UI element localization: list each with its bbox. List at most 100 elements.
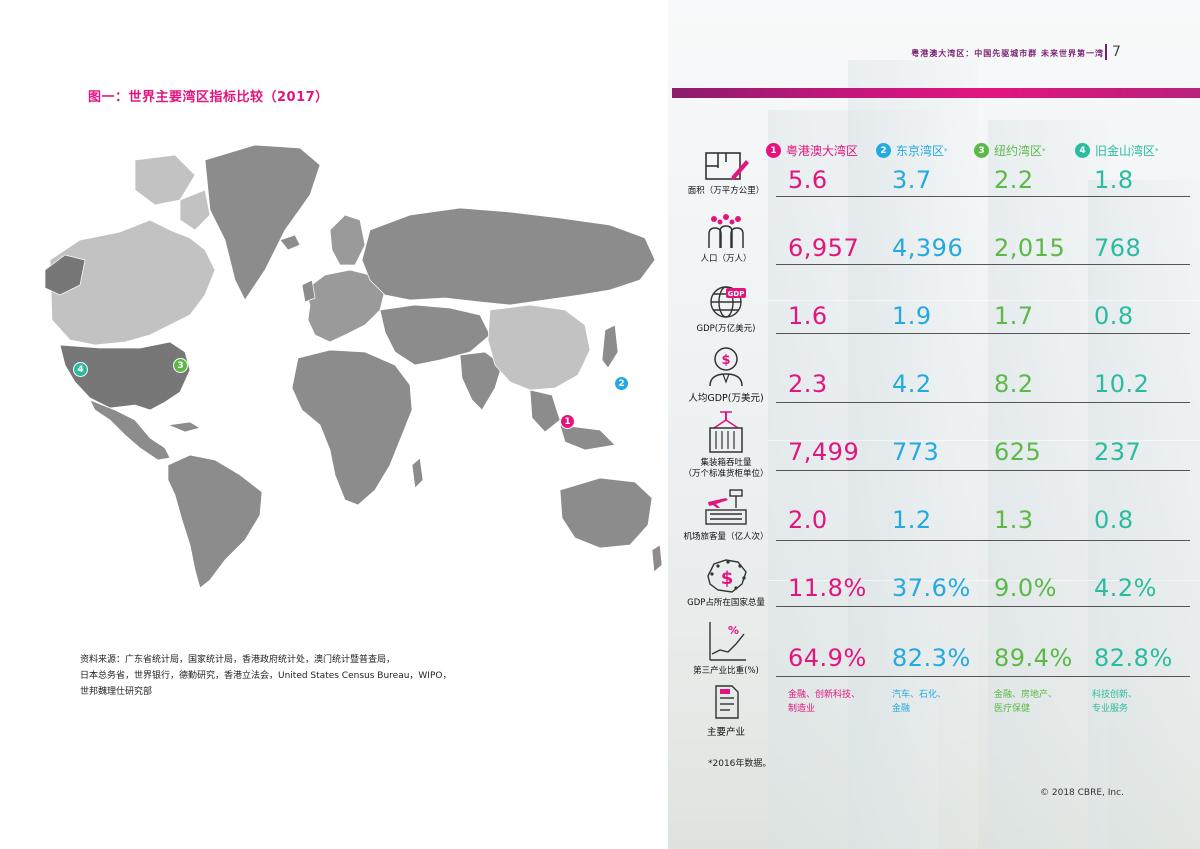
- person-dollar-icon: $: [709, 347, 743, 387]
- value-airport-newyork: 1.3: [994, 506, 1034, 534]
- industries-tokyo-line-2: 金融: [892, 704, 911, 714]
- col-number-2: 2: [876, 143, 891, 158]
- document-icon: [715, 685, 739, 719]
- value-gdpshare-newyork: 9.0%: [994, 574, 1057, 602]
- marker-1: 1: [560, 414, 575, 429]
- row-label-container-unit: （万个标准货柜单位）: [683, 469, 769, 479]
- industries-newyork: 金融、房地产、 医疗保健: [994, 688, 1057, 716]
- page-number: 7: [1112, 44, 1121, 60]
- source-line-2: 日本总务省，世界银行，德勤研究，香港立法会，United States Cens…: [80, 671, 452, 681]
- col-number-3: 3: [974, 143, 989, 158]
- value-gdppc-tokyo: 4.2: [892, 370, 932, 398]
- industries-sf: 科技创新、 专业服务: [1092, 688, 1137, 716]
- value-container-newyork: 625: [994, 438, 1042, 466]
- world-map: [44, 144, 663, 589]
- col-name-3: 纽约湾区: [994, 144, 1043, 158]
- chart-percent-icon: %: [709, 622, 746, 661]
- marker-3: 3: [173, 358, 188, 373]
- value-gdp-gba: 1.6: [788, 302, 828, 330]
- airport-icon: [705, 489, 747, 525]
- value-gdpshare-gba: 11.8%: [788, 574, 867, 602]
- col-name-4: 旧金山湾区: [1095, 144, 1156, 158]
- dollar-glyph: $: [721, 568, 734, 589]
- people-icon: [708, 214, 744, 248]
- industries-sf-line-1: 科技创新、: [1092, 690, 1138, 700]
- row-label-industries: 主要产业: [706, 727, 745, 738]
- col-header-san-francisco: 4 旧金山湾区 *: [1075, 142, 1159, 159]
- value-airport-sf: 0.8: [1094, 506, 1134, 534]
- row-divider: [776, 402, 1190, 403]
- value-gdppc-newyork: 8.2: [994, 370, 1034, 398]
- col-star-3: *: [1042, 146, 1046, 155]
- value-tertiary-tokyo: 82.3%: [892, 644, 971, 672]
- value-gdppc-sf: 10.2: [1094, 370, 1150, 398]
- value-population-gba: 6,957: [788, 234, 860, 262]
- row-label-airport: 机场旅客量（亿人次）: [683, 532, 769, 542]
- map-dollar-icon: $: [707, 559, 747, 593]
- col-name-2: 东京湾区: [896, 144, 945, 158]
- value-area-newyork: 2.2: [994, 166, 1034, 194]
- row-label-area: 面积（万平方公里）: [687, 186, 765, 196]
- value-gdp-newyork: 1.7: [994, 302, 1034, 330]
- row-label-gdp-per-capita: 人均GDP(万美元): [688, 393, 764, 404]
- industries-gba: 金融、创新科技、 制造业: [788, 688, 860, 716]
- col-number-1: 1: [766, 143, 781, 158]
- value-gdp-sf: 0.8: [1094, 302, 1134, 330]
- industries-newyork-line-2: 医疗保健: [994, 704, 1031, 714]
- figure-title: 图一：世界主要湾区指标比较（2017）: [88, 90, 329, 105]
- value-population-newyork: 2,015: [994, 234, 1066, 262]
- source-line-3: 世邦魏理仕研究部: [80, 687, 153, 697]
- right-page-background: [668, 0, 1200, 849]
- row-divider: [776, 606, 1190, 607]
- row-label-gdp-share: GDP占所在国家总量: [687, 598, 765, 608]
- row-divider: [776, 333, 1190, 334]
- value-tertiary-sf: 82.8%: [1094, 644, 1173, 672]
- value-gdpshare-tokyo: 37.6%: [892, 574, 971, 602]
- value-container-sf: 237: [1094, 438, 1142, 466]
- gdp-badge-text: GDP: [728, 290, 745, 298]
- value-population-sf: 768: [1094, 234, 1142, 262]
- value-tertiary-newyork: 89.4%: [994, 644, 1073, 672]
- industries-tokyo: 汽车、石化、 金融: [892, 688, 946, 716]
- col-header-new-york: 3 纽约湾区 *: [974, 142, 1046, 159]
- col-header-greater-bay: 1 粤港澳大湾区: [766, 142, 858, 159]
- value-area-gba: 5.6: [788, 166, 828, 194]
- value-tertiary-gba: 64.9%: [788, 644, 867, 672]
- copyright: © 2018 CBRE, Inc.: [1040, 788, 1124, 798]
- col-header-tokyo: 2 东京湾区 *: [876, 142, 948, 159]
- percent-glyph: %: [728, 624, 739, 637]
- container-icon: [709, 411, 743, 453]
- value-population-tokyo: 4,396: [892, 234, 964, 262]
- footnote: *2016年数据。: [708, 759, 772, 769]
- row-divider: [776, 264, 1190, 265]
- source-line-1: 资料来源：广东省统计局，国家统计局，香港政府统计处，澳门统计暨普查局，: [80, 655, 396, 665]
- industries-sf-line-2: 专业服务: [1092, 704, 1129, 714]
- col-star-4: *: [1155, 146, 1159, 155]
- value-container-tokyo: 773: [892, 438, 940, 466]
- left-page: 图一：世界主要湾区指标比较（2017）: [44, 90, 663, 700]
- row-divider: [776, 196, 1190, 197]
- value-gdp-tokyo: 1.9: [892, 302, 932, 330]
- col-number-4: 4: [1075, 143, 1090, 158]
- value-gdppc-gba: 2.3: [788, 370, 828, 398]
- value-area-sf: 1.8: [1094, 166, 1134, 194]
- row-label-tertiary: 第三产业比重(%): [693, 666, 759, 676]
- row-divider: [776, 540, 1190, 541]
- col-star-2: *: [944, 146, 948, 155]
- accent-bar: [672, 88, 1200, 98]
- industries-tokyo-line-1: 汽车、石化、: [892, 690, 947, 700]
- row-label-gdp: GDP(万亿美元): [696, 324, 756, 334]
- value-container-gba: 7,499: [788, 438, 860, 466]
- row-divider: [776, 470, 1190, 471]
- col-name-1: 粤港澳大湾区: [786, 144, 859, 158]
- running-head-divider: [1105, 44, 1107, 60]
- industries-gba-line-2: 制造业: [788, 704, 816, 714]
- value-airport-gba: 2.0: [788, 506, 828, 534]
- marker-2: 2: [614, 376, 629, 391]
- value-gdpshare-sf: 4.2%: [1094, 574, 1157, 602]
- value-airport-tokyo: 1.2: [892, 506, 932, 534]
- industries-newyork-line-1: 金融、房地产、: [994, 690, 1058, 700]
- source-note: 资料来源：广东省统计局，国家统计局，香港政府统计处，澳门统计暨普查局， 日本总务…: [80, 652, 480, 700]
- marker-4: 4: [73, 362, 88, 377]
- value-area-tokyo: 3.7: [892, 166, 932, 194]
